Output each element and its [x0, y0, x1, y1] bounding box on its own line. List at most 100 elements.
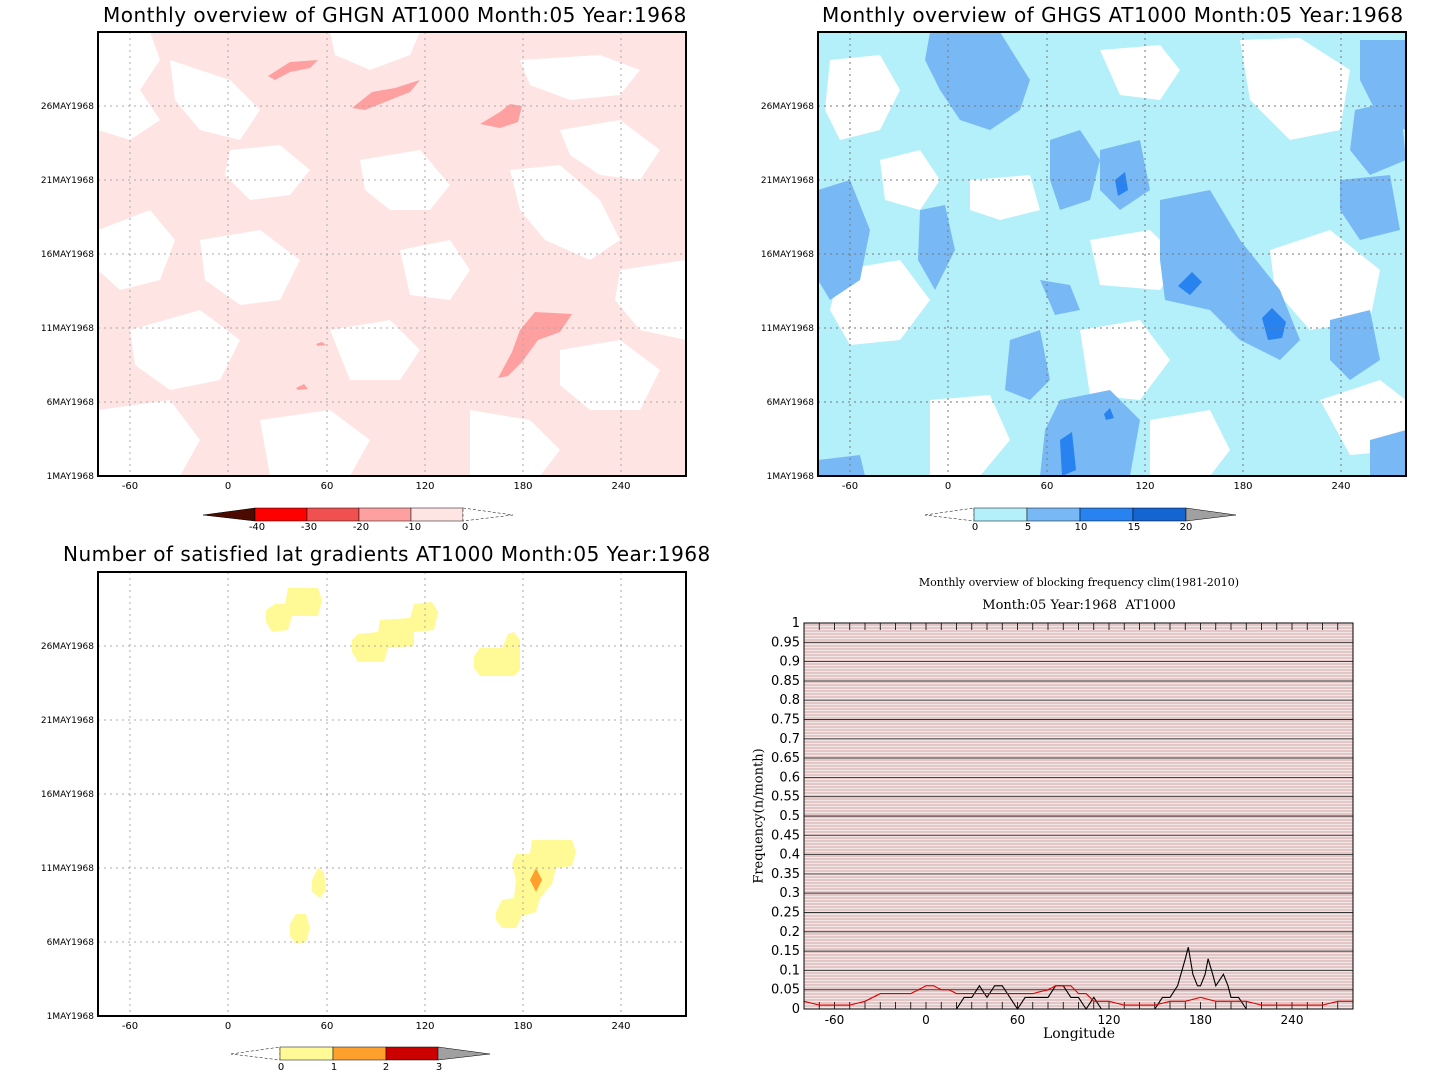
ghgn-y-tick: 11MAY1968	[40, 324, 94, 334]
ghgn-colorbar-label: -30	[300, 522, 318, 533]
ghgs-dark-blue-patch	[1104, 408, 1114, 420]
ghgs-mid-blue-region	[1340, 175, 1400, 240]
ghgs-white-region	[1100, 45, 1180, 100]
ghgn-colorbar-swatch	[462, 507, 514, 522]
ghgs-y-tick: 21MAY1968	[760, 176, 814, 186]
ghgn-white-region	[200, 230, 300, 305]
ghgn-white-region	[225, 145, 310, 200]
gradients-x-tick: 60	[320, 1021, 334, 1032]
gradients-y-tick: 16MAY1968	[40, 790, 94, 800]
ghgs-dark-blue-patch	[1178, 272, 1202, 295]
freq-y-tick-label: 0.3	[779, 886, 800, 901]
ghgs-colorbar-swatch	[1185, 507, 1237, 522]
ghgs-y-tick: 26MAY1968	[760, 102, 814, 112]
ghgn-white-region	[615, 260, 686, 340]
ghgn-x-tick: 240	[611, 481, 631, 492]
ghgs-mid-blue-region	[1050, 130, 1100, 210]
ghgn-x-tick: 120	[415, 481, 435, 492]
freq-grid	[804, 622, 1353, 1010]
ghgs-y-tick: 1MAY1968	[766, 472, 814, 482]
ghgs-dark-blue-patch	[1115, 172, 1128, 196]
ghgs-frame	[817, 31, 1407, 477]
gradients-yellow-patch	[312, 868, 326, 898]
freq-x-tick-label: 120	[1098, 1013, 1121, 1027]
gradients-y-tick: 26MAY1968	[40, 642, 94, 652]
ghgs-white-region	[970, 175, 1040, 220]
freq-x-tick-label: 240	[1281, 1013, 1304, 1027]
gradients-colorbar-swatch	[437, 1046, 491, 1061]
ghgn-frame	[97, 31, 687, 477]
ghgs-y-tick: 11MAY1968	[760, 324, 814, 334]
gradients-x-tick: 180	[513, 1021, 533, 1032]
ghgn-white-region	[98, 210, 175, 290]
freq-x-tick-label: -60	[825, 1013, 845, 1027]
ghgn-white-region	[470, 410, 560, 476]
ghgs-x-tick: -60	[841, 481, 859, 492]
ghgn-pink-patch	[352, 80, 420, 110]
ghgs-y-tick: 16MAY1968	[760, 250, 814, 260]
ghgs-x-tick: 120	[1135, 481, 1155, 492]
freq-y-tick-label: 0.2	[779, 925, 800, 940]
ghgn-white-region	[260, 410, 370, 476]
gradients-title: Number of satisfied lat gradients AT1000…	[63, 542, 711, 566]
ghgn-colorbar-label: -20	[352, 522, 370, 533]
ghgn-y-tick: 26MAY1968	[40, 102, 94, 112]
gradients-colorbar-label: 0	[277, 1062, 285, 1073]
ghgn-white-region	[560, 120, 660, 180]
gradients-x-tick: 0	[224, 1021, 232, 1032]
gradients-yellow-patch	[352, 602, 438, 662]
ghgn-white-region	[400, 240, 470, 300]
ghgn-x-tick: 0	[224, 481, 232, 492]
gradients-colorbar	[230, 1046, 491, 1061]
ghgs-white-region	[825, 55, 900, 140]
ghgs-white-region	[1240, 38, 1350, 140]
gradients-colorbar-label: 2	[382, 1062, 390, 1073]
ghgs-colorbar-label: 10	[1074, 522, 1088, 533]
ghgn-white-region	[520, 55, 640, 100]
ghgn-pink-patch	[296, 384, 308, 390]
ghgn-title: Monthly overview of GHGN AT1000 Month:05…	[103, 3, 687, 27]
ghgn-y-tick: 6MAY1968	[46, 398, 94, 408]
freq-x-tick-label: 60	[1010, 1013, 1025, 1027]
ghgn-x-tick: 60	[320, 481, 334, 492]
freq-y-tick-label: 0.25	[771, 906, 800, 921]
freq-x-tick-label: 180	[1189, 1013, 1212, 1027]
freq-y-tick-label: 0.1	[779, 963, 800, 978]
ghgs-white-region	[1080, 320, 1170, 400]
ghgs-colorbar	[924, 507, 1237, 522]
ghgs-mid-blue-region	[818, 455, 865, 476]
freq-y-tick-label: 1	[792, 616, 800, 631]
ghgn-white-region	[98, 32, 160, 140]
ghgn-white-region	[560, 340, 660, 410]
ghgs-colorbar-label: 5	[1024, 522, 1032, 533]
ghgs-white-region	[930, 395, 1010, 476]
freq-series-line	[803, 985, 1353, 1006]
freq-y-tick-label: 0.4	[779, 848, 800, 863]
gradients-yellow-patch	[474, 632, 520, 676]
ghgn-colorbar-label: -10	[404, 522, 422, 533]
gradients-orange-patch	[530, 868, 542, 892]
freq-y-tick-label: 0	[792, 1002, 800, 1017]
ghgs-grid	[818, 32, 1406, 476]
ghgs-y-tick: 6MAY1968	[766, 398, 814, 408]
ghgn-colorbar-label: -40	[248, 522, 266, 533]
ghgs-dark-blue-patch	[1060, 432, 1076, 476]
ghgs-colorbar-label: 20	[1179, 522, 1193, 533]
ghgs-mid-blue-region	[1350, 100, 1406, 175]
freq-y-tick-label: 0.85	[771, 674, 800, 689]
gradients-frame	[97, 571, 687, 1017]
ghgn-white-region	[170, 60, 260, 140]
ghgn-grid	[98, 32, 686, 476]
gradients-plot	[97, 571, 687, 1061]
ghgn-pink-patch	[316, 342, 326, 346]
ghgs-mid-blue-region	[1005, 330, 1050, 400]
ghgs-mid-blue-region	[1370, 430, 1406, 476]
ghgs-colorbar-label: 15	[1127, 522, 1141, 533]
freq-y-tick-label: 0.15	[771, 944, 800, 959]
gradients-colorbar-label: 1	[330, 1062, 338, 1073]
ghgn-y-tick: 16MAY1968	[40, 250, 94, 260]
ghgs-x-tick: 240	[1331, 481, 1351, 492]
gradients-x-tick: 240	[611, 1021, 631, 1032]
ghgs-mid-blue-region	[1330, 310, 1380, 380]
